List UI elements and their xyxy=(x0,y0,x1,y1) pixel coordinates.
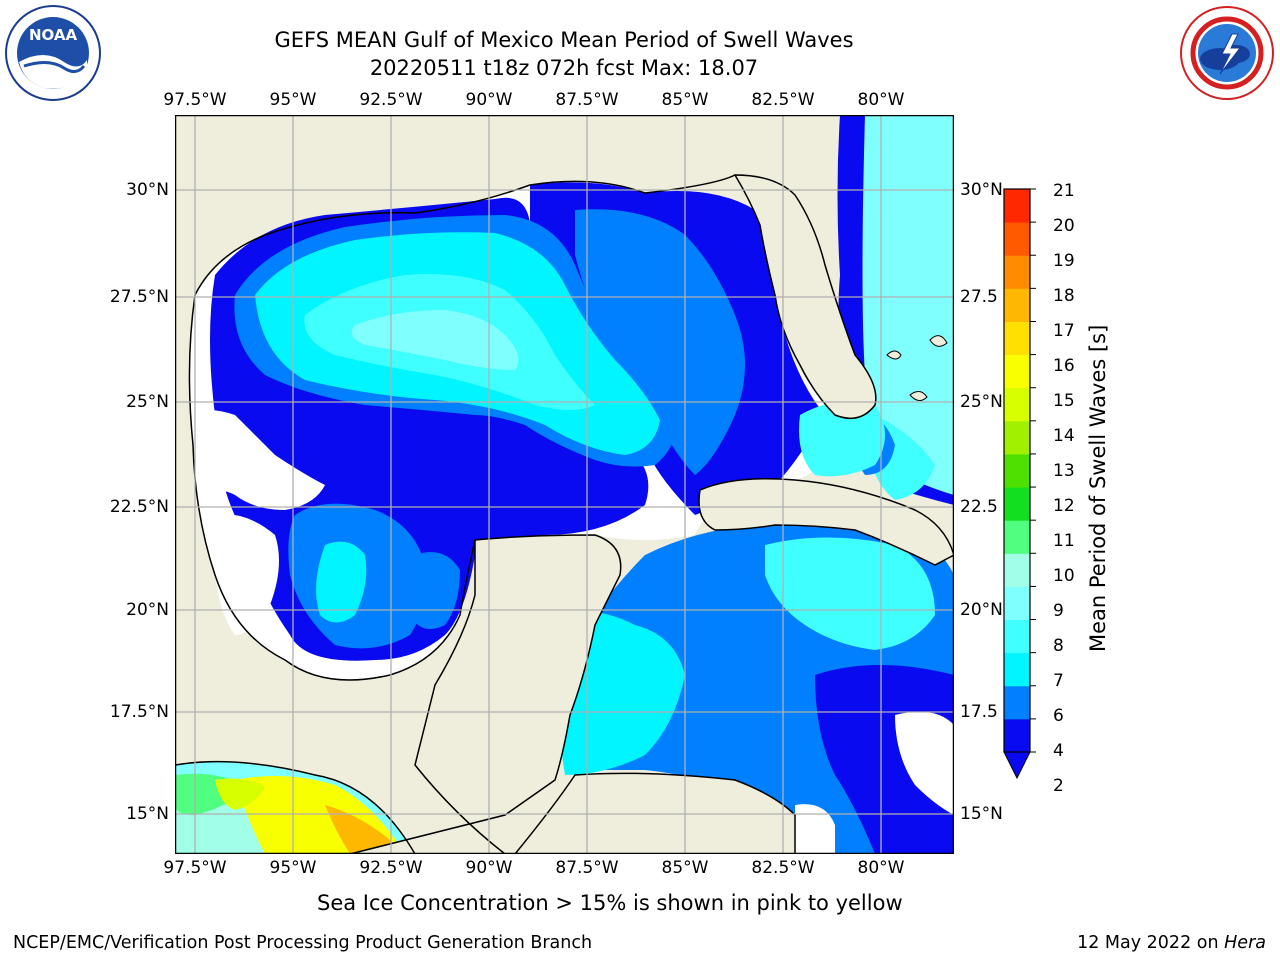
lat-label-left: 30°N xyxy=(126,180,169,200)
colorbar-tick-label: 16 xyxy=(1053,356,1075,376)
colorbar-segment xyxy=(1004,487,1030,521)
lat-label-right: 30°N xyxy=(960,180,1003,200)
noaa-logo: NOAA xyxy=(5,5,101,101)
lon-label-bottom: 97.5°W xyxy=(163,858,227,878)
colorbar-segment xyxy=(1004,255,1030,289)
lat-label-right: 22.5 xyxy=(960,497,998,517)
colorbar-tick-label: 2 xyxy=(1053,776,1064,796)
colorbar-tick-label: 10 xyxy=(1053,566,1075,586)
colorbar-segment xyxy=(1004,420,1030,455)
lat-label-left: 20°N xyxy=(126,600,169,620)
colorbar-segment xyxy=(1004,222,1030,256)
colorbar-tick-label: 20 xyxy=(1053,216,1075,236)
colorbar-tick-label: 13 xyxy=(1053,461,1075,481)
colorbar-tick-label: 15 xyxy=(1053,391,1075,411)
colorbar-frame xyxy=(1003,188,1031,753)
colorbar-segment xyxy=(1004,387,1030,422)
colorbar-tick-label: 12 xyxy=(1053,496,1075,516)
mexico-gulf-coastline xyxy=(188,294,476,681)
lon-label-bottom: 82.5°W xyxy=(751,858,815,878)
colorbar-tick-label: 21 xyxy=(1053,181,1075,201)
colorbar-segment xyxy=(1004,586,1030,621)
lat-label-left: 27.5°N xyxy=(109,287,169,307)
nws-logo xyxy=(1180,6,1274,100)
colorbar-segment xyxy=(1004,354,1030,389)
lat-label-left: 25°N xyxy=(126,392,169,412)
forecast-subtitle: 20220511 t18z 072h fcst Max: 18.07 xyxy=(369,56,759,80)
lat-label-left: 22.5°N xyxy=(109,497,169,517)
footer-date: 12 May 2022 on Hera xyxy=(1077,933,1266,953)
colorbar-tick-label: 17 xyxy=(1053,321,1075,341)
colorbar-tick-label: 7 xyxy=(1053,671,1064,691)
footer-machine: Hera xyxy=(1224,933,1266,953)
footer-credit: NCEP/EMC/Verification Post Processing Pr… xyxy=(13,933,593,953)
colorbar-tick-label: 18 xyxy=(1053,286,1075,306)
lat-label-right: 15°N xyxy=(960,804,1003,824)
colorbar-segment xyxy=(1004,453,1030,488)
lon-label-top: 97.5°W xyxy=(163,90,227,110)
yucatan-peninsula xyxy=(349,534,622,854)
colorbar-tick-label: 11 xyxy=(1053,531,1075,551)
colorbar-segment xyxy=(1004,685,1030,720)
lat-label-right: 27.5 xyxy=(960,287,998,307)
map-frame xyxy=(175,115,954,854)
lon-label-bottom: 95°W xyxy=(269,858,317,878)
colorbar-tick-label: 14 xyxy=(1053,426,1075,446)
lon-label-bottom: 85°W xyxy=(661,858,709,878)
colorbar-segment xyxy=(1004,288,1030,322)
colorbar-extend-triangle xyxy=(1003,751,1031,780)
lon-label-top: 85°W xyxy=(661,90,709,110)
lon-label-top: 82.5°W xyxy=(751,90,815,110)
lon-label-bottom: 87.5°W xyxy=(555,858,619,878)
colorbar-segment xyxy=(1004,718,1030,753)
colorbar-segment xyxy=(1004,652,1030,687)
noaa-logo-text: NOAA xyxy=(29,26,78,44)
colorbar-tick-label: 6 xyxy=(1053,706,1064,726)
lat-label-left: 17.5°N xyxy=(109,702,169,722)
colorbar-segment xyxy=(1004,189,1030,223)
lat-label-right: 17.5 xyxy=(960,702,998,722)
lon-label-top: 87.5°W xyxy=(555,90,619,110)
sea-ice-note: Sea Ice Concentration > 15% is shown in … xyxy=(317,891,903,915)
colorbar-tick-label: 9 xyxy=(1053,601,1064,621)
map-panel xyxy=(175,115,954,854)
graticule xyxy=(175,115,954,854)
lat-label-left: 15°N xyxy=(126,804,169,824)
colorbar-tick-label: 19 xyxy=(1053,251,1075,271)
lat-label-right: 20°N xyxy=(960,600,1003,620)
colorbar-tick-label: 8 xyxy=(1053,636,1064,656)
colorbar-tick-label: 4 xyxy=(1053,741,1064,761)
colorbar-segment xyxy=(1004,619,1030,654)
colorbar-segment xyxy=(1004,520,1030,554)
lon-label-top: 92.5°W xyxy=(359,90,423,110)
lon-label-bottom: 92.5°W xyxy=(359,858,423,878)
colorbar-label: Mean Period of Swell Waves [s] xyxy=(1086,324,1110,652)
map-title: GEFS MEAN Gulf of Mexico Mean Period of … xyxy=(274,28,854,52)
lon-label-top: 80°W xyxy=(857,90,905,110)
footer-date-text: 12 May 2022 on xyxy=(1077,933,1225,953)
colorbar-segment xyxy=(1004,553,1030,587)
lon-label-bottom: 90°W xyxy=(465,858,513,878)
lat-label-right: 25°N xyxy=(960,392,1003,412)
lon-label-top: 90°W xyxy=(465,90,513,110)
colorbar xyxy=(1003,188,1036,780)
cuba xyxy=(698,478,954,566)
lon-label-top: 95°W xyxy=(269,90,317,110)
colorbar-segment xyxy=(1004,321,1030,356)
lon-label-bottom: 80°W xyxy=(857,858,905,878)
us-gulf-coastline xyxy=(194,174,736,296)
